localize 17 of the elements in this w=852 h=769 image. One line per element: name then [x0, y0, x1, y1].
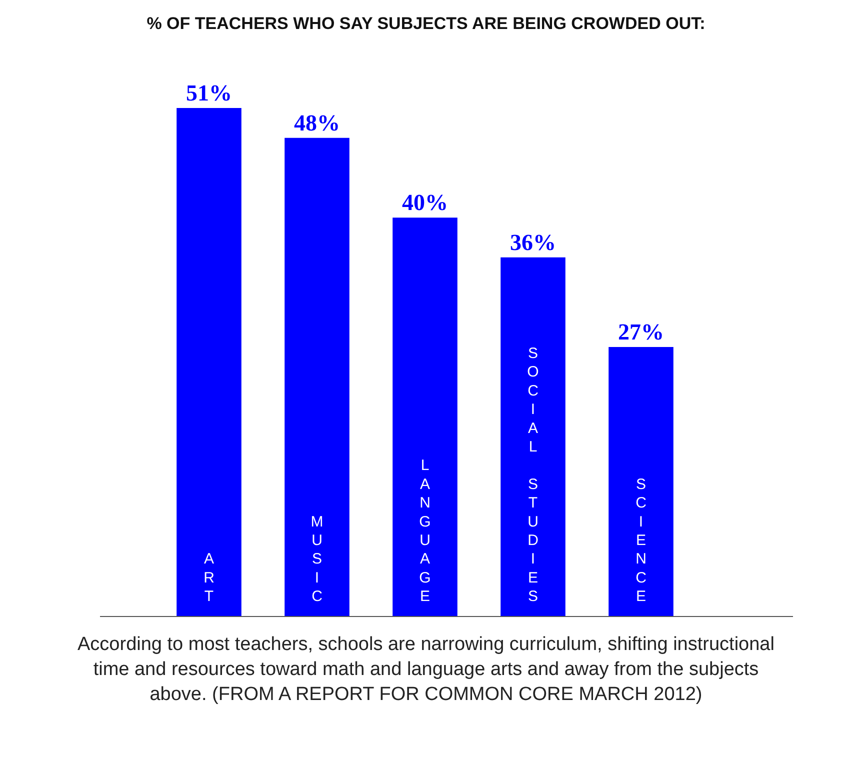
bar — [284, 138, 350, 616]
x-tick-label: ART — [204, 550, 215, 606]
x-tick-label: SCIENCE — [636, 476, 647, 606]
bar — [608, 347, 674, 616]
x-tick-label: LANGUAGE — [419, 457, 431, 606]
data-label: 48% — [294, 110, 340, 136]
chart-title: % OF TEACHERS WHO SAY SUBJECTS ARE BEING CROWDED OUT: — [146, 14, 706, 34]
x-tick-label: MUSIC — [310, 513, 324, 606]
category-label: SOCIAL STUDIES — [527, 345, 539, 606]
data-label: 40% — [402, 190, 448, 216]
bar — [392, 218, 458, 616]
text: According to most teachers, schools are narrowing curriculum, shifting instructional time and resources toward math and language arts and away from the subjects above. (FROM A REPORT FOR COMMON CORE MARCH 2012) — [76, 633, 776, 707]
data-label: 27% — [618, 319, 664, 344]
data-label: 36% — [510, 230, 556, 255]
bar — [500, 257, 566, 616]
bar — [176, 108, 242, 616]
data-label: 51% — [186, 80, 232, 106]
